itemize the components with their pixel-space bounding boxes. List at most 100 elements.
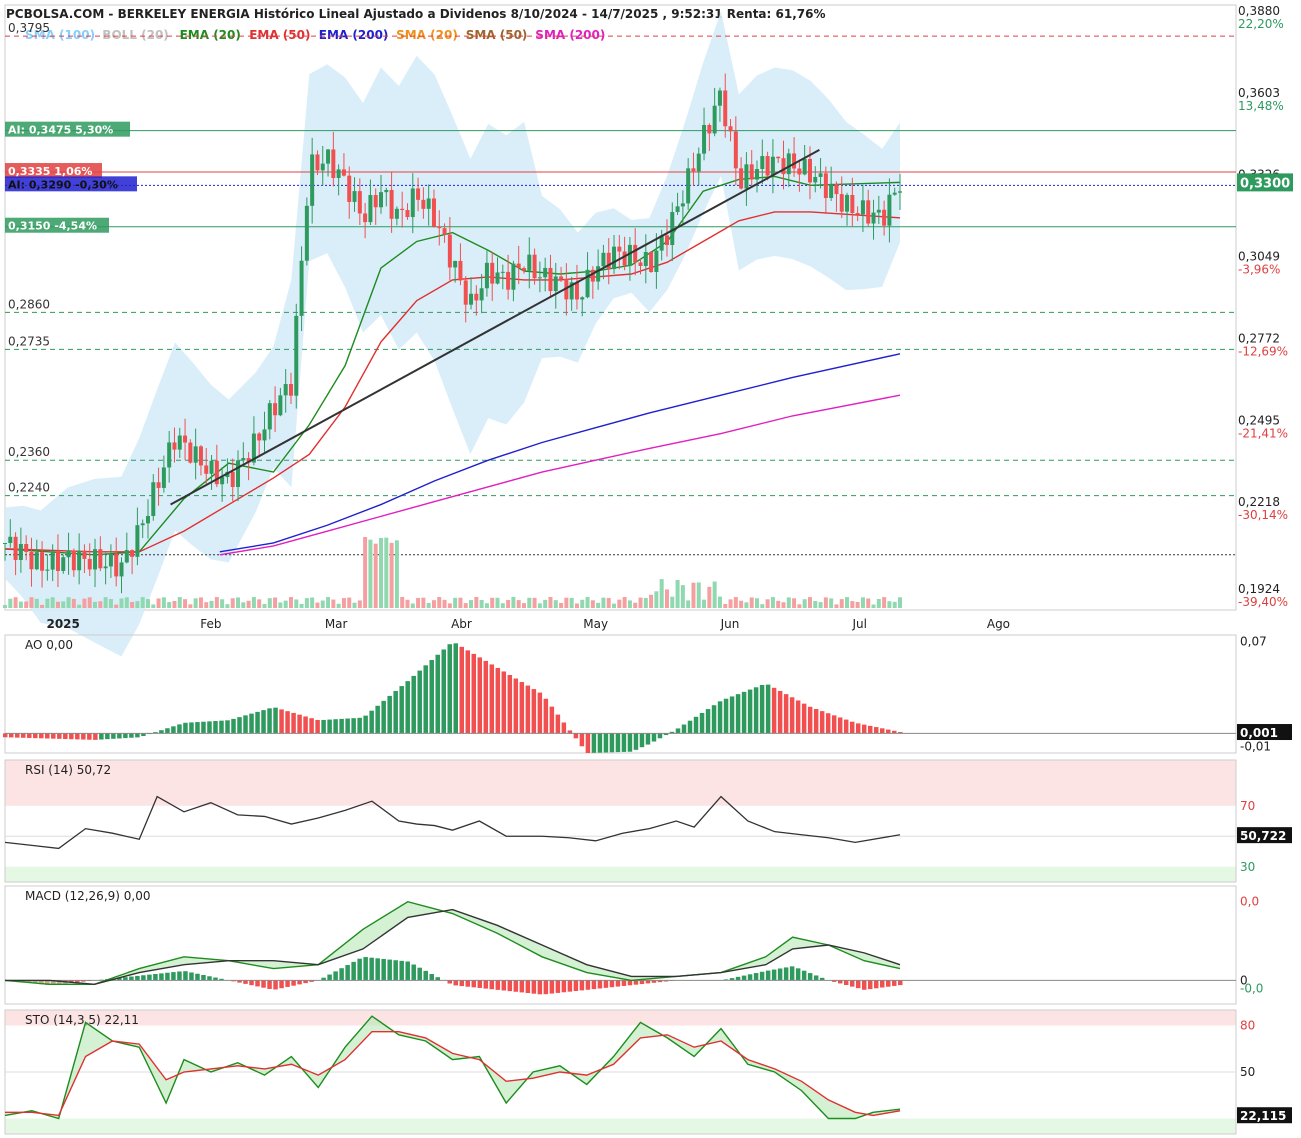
candle-body: [622, 251, 627, 266]
ao-bar: [471, 653, 477, 734]
sto-tick-50: 50: [1240, 1065, 1255, 1079]
volume-bar: [469, 600, 474, 608]
candle-body: [696, 153, 701, 172]
macd-histogram-bar: [453, 980, 459, 986]
ao-bar: [525, 685, 531, 734]
volume-bar: [633, 602, 638, 608]
rsi-oversold-zone: [5, 866, 1236, 882]
volume-bar: [728, 599, 733, 608]
macd-histogram-bar: [153, 974, 158, 981]
y-tick-label: 0,3880: [1238, 4, 1280, 18]
macd-histogram-bar: [879, 980, 885, 988]
candle-body: [627, 244, 632, 266]
candle-body: [463, 280, 468, 305]
volume-bar: [379, 537, 384, 608]
ao-bar: [297, 714, 302, 734]
macd-histogram-bar: [207, 976, 212, 981]
candle-body: [8, 536, 13, 543]
macd-histogram-bar: [291, 980, 296, 986]
ao-bar: [351, 718, 356, 734]
candle-body: [670, 212, 675, 246]
candle-body: [839, 194, 844, 212]
ao-bar: [399, 686, 404, 734]
volume-bar: [18, 601, 23, 608]
volume-bar: [723, 604, 728, 608]
volume-bar: [421, 597, 426, 608]
volume-bar: [839, 599, 844, 608]
candle-body: [855, 212, 860, 215]
volume-bar: [246, 600, 251, 608]
candle-body: [590, 269, 595, 282]
volume-bar: [384, 537, 389, 608]
macd-histogram-bar: [333, 971, 338, 981]
candle-body: [532, 254, 537, 279]
volume-bar: [262, 604, 267, 608]
candle-body: [66, 550, 71, 558]
ao-bar: [417, 670, 422, 734]
macd-histogram-bar: [729, 978, 735, 981]
ao-bar: [885, 729, 891, 734]
candle-body: [643, 251, 648, 266]
ao-bar: [237, 717, 242, 734]
macd-histogram-bar: [501, 980, 507, 991]
candle-body: [760, 156, 765, 170]
ao-bar: [519, 682, 525, 734]
ao-bar: [321, 719, 326, 734]
legend-item-0: SMA (100): [25, 28, 95, 42]
candle-body: [574, 282, 579, 300]
ao-bar: [315, 719, 320, 734]
ao-bar: [57, 733, 62, 739]
ao-bar: [615, 733, 621, 753]
macd-histogram-bar: [513, 980, 519, 992]
candle-body: [723, 90, 728, 127]
ao-bar: [807, 706, 813, 734]
y-tick-pct: -3,96%: [1238, 263, 1280, 277]
macd-histogram-bar: [639, 980, 645, 985]
macd-histogram-bar: [447, 980, 452, 984]
macd-histogram-bar: [555, 980, 561, 993]
candle-body: [93, 549, 98, 570]
macd-histogram-bar: [351, 961, 356, 981]
ao-bar: [831, 715, 837, 734]
volume-bar: [236, 597, 241, 608]
macd-histogram-bar: [267, 980, 272, 989]
ao-bar: [669, 731, 675, 734]
volume-bar: [183, 599, 188, 608]
volume-bar: [686, 600, 691, 608]
candle-body: [130, 550, 135, 557]
ao-bar: [63, 733, 68, 740]
ao-bar: [393, 690, 398, 734]
candle-body: [209, 460, 214, 474]
ao-bar: [741, 691, 747, 734]
volume-bar: [341, 598, 346, 608]
candle-body: [770, 156, 775, 176]
ao-bar: [801, 703, 807, 734]
level-box-4: [5, 217, 109, 233]
volume-bar: [315, 602, 320, 608]
volume-bar: [82, 598, 87, 608]
candle-body: [278, 395, 283, 416]
macd-histogram-bar: [381, 958, 386, 981]
candle-body: [553, 276, 558, 292]
candle-body: [267, 403, 272, 430]
volume-bar: [733, 597, 738, 608]
candle-body: [50, 551, 55, 570]
macd-histogram-bar: [279, 980, 284, 989]
volume-bar: [765, 599, 770, 608]
x-axis-label: Ago: [987, 617, 1010, 631]
ao-bar: [141, 733, 146, 737]
macd-histogram-bar: [243, 980, 248, 984]
ao-bar: [861, 724, 867, 734]
macd-label: MACD (12,26,9) 0,00: [25, 889, 150, 903]
candle-body: [892, 192, 897, 195]
volume-bar: [426, 602, 431, 608]
macd-histogram-bar: [411, 964, 416, 981]
candle-body: [288, 384, 293, 396]
volume-bar: [326, 597, 331, 608]
candle-body: [654, 250, 659, 273]
ao-bar: [591, 733, 597, 753]
ao-bar: [477, 657, 483, 734]
candle-body: [34, 552, 39, 570]
candle-body: [649, 251, 654, 273]
candle-body: [416, 188, 421, 200]
